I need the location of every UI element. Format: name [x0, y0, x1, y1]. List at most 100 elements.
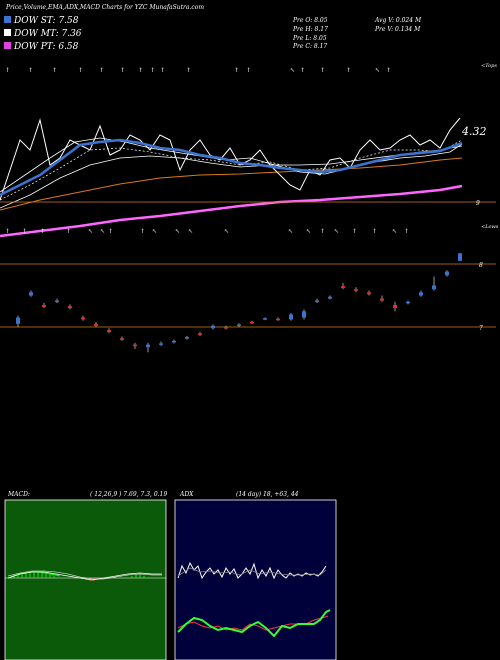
candle-body	[198, 333, 202, 335]
candle-body	[120, 338, 124, 340]
candle-body	[263, 318, 267, 320]
stats-block: Pre O: 8.05 Pre H: 8.17 Pre L: 8.05 Pre …	[292, 17, 422, 50]
svg-text:↖: ↖	[334, 228, 339, 235]
svg-text:↖: ↖	[290, 67, 295, 74]
candle-body	[55, 300, 59, 303]
adx-label: ADX	[179, 491, 194, 498]
svg-text:↑: ↑	[78, 67, 83, 74]
candle-body	[133, 344, 137, 347]
candle-body	[328, 296, 332, 299]
legend-mt: DOW MT: 7.36	[13, 29, 82, 39]
adx-lines	[177, 561, 331, 638]
svg-text:↑: ↑	[108, 228, 113, 235]
candle-body	[276, 318, 280, 321]
candle-body	[42, 304, 46, 307]
candle-body	[445, 271, 449, 276]
tops-markers: ↑ ↑ ↑ ↑ ↑ ↑ ↑ ↑ ↑ ↑ ↑ ↑ ↖ ↑ ↑ ↑ ↖ ↑	[5, 67, 391, 74]
svg-text:↑: ↑	[320, 228, 325, 235]
svg-text:↑: ↑	[320, 67, 325, 74]
svg-text:↑: ↑	[99, 67, 104, 74]
candle-body	[107, 330, 111, 333]
macd-label: MACD:	[7, 491, 30, 498]
stat-prev-high: Pre H: 8.17	[292, 26, 328, 33]
candle-body	[172, 340, 176, 343]
right-label-8: 8	[479, 262, 483, 269]
adx-panel	[174, 499, 337, 660]
chart-title: Price,Volume,EMA,ADX,MACD Charts for YZC…	[5, 4, 204, 11]
svg-text:↖: ↖	[306, 228, 311, 235]
macd-params: ( 12,26,9 ) 7.69, 7.3, 0.19	[90, 491, 167, 498]
stat-avg-volume: Avg V: 0.024 M	[374, 17, 422, 24]
candle-body	[289, 314, 293, 320]
candle-body	[94, 323, 98, 326]
stat-prev-close: Pre C: 8.17	[292, 43, 327, 50]
svg-text:↑: ↑	[300, 67, 305, 74]
candle-body	[237, 324, 241, 326]
svg-text:↑: ↑	[352, 228, 357, 235]
svg-text:↑: ↑	[186, 67, 191, 74]
candle-body	[185, 337, 189, 339]
legend: DOW ST: 7.58 DOW MT: 7.36 DOW PT: 6.58	[4, 16, 82, 52]
price-value-label: 4.32	[461, 125, 487, 138]
svg-text:↑: ↑	[40, 228, 45, 235]
svg-text:↑: ↑	[52, 67, 57, 74]
candle-body	[250, 321, 254, 324]
ema-lines	[0, 117, 463, 238]
candle-body	[432, 285, 436, 290]
candle-body	[16, 317, 20, 324]
lows-markers: ↑ ↑ ↑ ↑ ↖ ↖ ↑ ↑ ↖ ↖ ↖ ↖ ↖ ↖ ↑ ↖ ↑ ↑ ↖ ↑	[5, 228, 409, 235]
candle-body	[68, 306, 72, 309]
candle-body	[315, 300, 319, 303]
candle-body	[146, 344, 150, 348]
candle-body	[419, 292, 423, 296]
legend-st: DOW ST: 7.58	[13, 16, 79, 26]
svg-text:↑: ↑	[234, 67, 239, 74]
legend-pt: DOW PT: 6.58	[13, 42, 79, 52]
adx-params: (14 day) 18, +63, 44	[236, 491, 299, 498]
svg-text:↑: ↑	[5, 228, 10, 235]
candle-body	[341, 286, 345, 288]
tops-label: <Tops	[481, 63, 497, 69]
svg-text:↖: ↖	[375, 67, 380, 74]
svg-text:↑: ↑	[160, 67, 165, 74]
svg-text:↖: ↖	[100, 228, 105, 235]
candle-body	[354, 289, 358, 291]
svg-text:↑: ↑	[5, 67, 10, 74]
svg-text:↖: ↖	[175, 228, 180, 235]
legend-swatch-mt	[4, 29, 11, 36]
right-label-9: 9	[476, 200, 480, 207]
svg-text:↑: ↑	[346, 67, 351, 74]
candle-body	[302, 311, 306, 318]
svg-text:↑: ↑	[120, 67, 125, 74]
svg-text:↖: ↖	[152, 228, 157, 235]
candle-body	[81, 317, 85, 320]
candle-body	[224, 327, 228, 329]
stat-prev-low: Pre L: 8.05	[292, 35, 327, 42]
legend-swatch-pt	[4, 42, 11, 49]
svg-text:↑: ↑	[150, 67, 155, 74]
macd-histogram	[5, 570, 166, 581]
svg-text:↖: ↖	[224, 228, 229, 235]
candle-body	[406, 301, 410, 304]
stat-prev-volume: Pre V: 0.134 M	[374, 26, 421, 33]
svg-text:↖: ↖	[288, 228, 293, 235]
stat-prev-open: Pre O: 8.05	[292, 17, 328, 24]
svg-text:↖: ↖	[88, 228, 93, 235]
candle-body	[380, 298, 384, 301]
lows-label: <Lows	[481, 224, 499, 230]
svg-text:↖: ↖	[392, 228, 397, 235]
legend-swatch-st	[4, 16, 11, 23]
svg-text:↑: ↑	[140, 228, 145, 235]
svg-text:↖: ↖	[188, 228, 193, 235]
candle-body	[367, 292, 371, 295]
right-label-7: 7	[479, 325, 483, 332]
candle-body	[393, 304, 397, 309]
svg-text:↑: ↑	[386, 67, 391, 74]
candlesticks	[16, 253, 462, 353]
candle-body	[29, 292, 33, 296]
svg-text:↑: ↑	[66, 228, 71, 235]
candle-body	[458, 253, 462, 261]
svg-text:↑: ↑	[246, 67, 251, 74]
svg-text:↑: ↑	[372, 228, 377, 235]
